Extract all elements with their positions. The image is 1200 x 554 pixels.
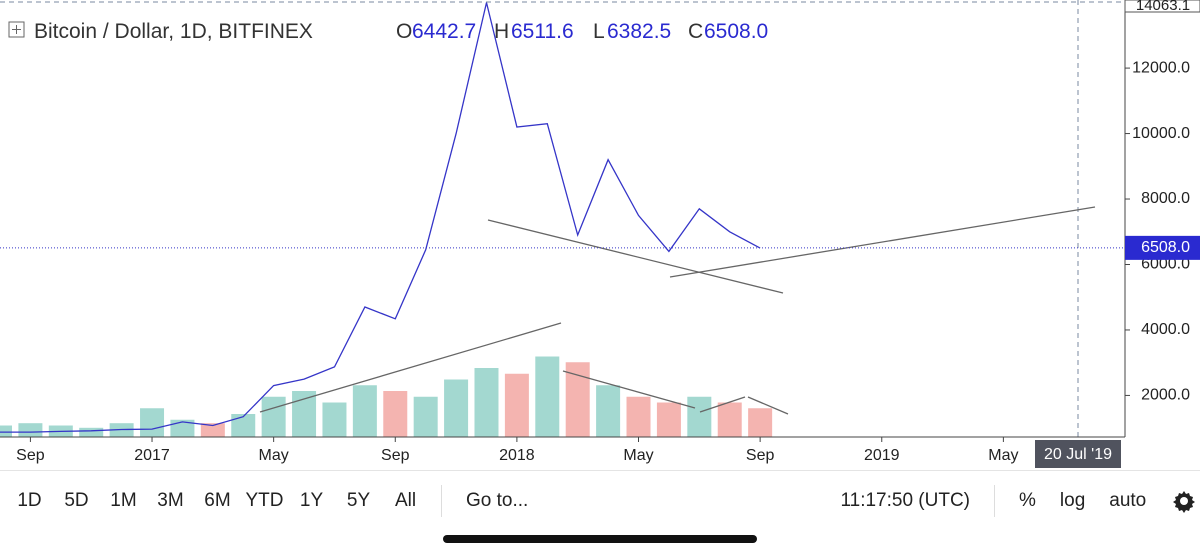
volume-bar: [656, 402, 681, 437]
x-tick-label: May: [623, 447, 653, 464]
x-tick-label: Sep: [16, 447, 45, 464]
home-indicator: [443, 535, 757, 543]
volume-bar: [717, 402, 742, 437]
scale-option[interactable]: auto: [1109, 489, 1147, 511]
goto-button[interactable]: Go to...: [466, 489, 529, 511]
crosshair-date-label: 20 Jul '19: [1044, 446, 1112, 463]
legend-header: Bitcoin / Dollar, 1D, BITFINEX O 6442.7 …: [8, 20, 768, 43]
separator: [441, 484, 442, 517]
trend-line: [699, 396, 746, 413]
trend-line: [747, 396, 789, 415]
last-price-label: 6508.0: [1141, 239, 1190, 256]
volume-bar: [231, 414, 256, 437]
ohlc-value: 6511.6: [511, 20, 574, 43]
ohlc-value: 6442.7: [412, 20, 476, 43]
top-price-label: 14063.1: [1136, 0, 1190, 14]
scale-options: % log auto: [1007, 490, 1158, 512]
scale-option[interactable]: log: [1059, 489, 1086, 511]
range-button[interactable]: 6M: [204, 489, 231, 511]
trend-lines: [259, 206, 1096, 415]
range-button[interactable]: YTD: [245, 489, 284, 511]
range-button[interactable]: 5D: [64, 489, 89, 511]
volume-bar: [504, 373, 529, 437]
settings-icon[interactable]: [1172, 489, 1196, 513]
scale-option[interactable]: %: [1019, 489, 1036, 511]
y-tick-label: 6000.0: [1141, 256, 1190, 273]
ohlc-letter: L: [593, 20, 605, 43]
trend-line: [562, 370, 696, 409]
x-tick-label: 2018: [499, 447, 535, 464]
volume-bar: [474, 368, 499, 437]
x-tick-label: Sep: [381, 447, 410, 464]
volume-bar: [261, 396, 286, 437]
range-buttons: 1D 5D 1M 3M 6M YTD 1Y 5Y All: [6, 490, 429, 512]
range-button[interactable]: 1M: [110, 489, 137, 511]
y-tick-label: 2000.0: [1141, 387, 1190, 404]
volume-bar: [322, 402, 347, 437]
ohlc-value: 6382.5: [607, 20, 671, 43]
ohlc-letter: O: [396, 20, 412, 43]
volume-bar: [170, 419, 195, 437]
volume-bar: [292, 391, 317, 437]
last-price-box: [1125, 235, 1200, 260]
x-tick-label: 2017: [134, 447, 170, 464]
volume-bar: [535, 356, 560, 437]
volume-bar: [18, 423, 43, 437]
y-tick-label: 10000.0: [1132, 125, 1190, 142]
y-tick-label: 4000.0: [1141, 321, 1190, 338]
trend-line: [487, 219, 784, 294]
x-tick-label: 2019: [864, 447, 900, 464]
volume-bar: [200, 423, 225, 437]
trend-line: [669, 206, 1096, 278]
volume-bar: [413, 396, 438, 437]
volume-bar: [687, 396, 712, 437]
x-tick-label: May: [988, 447, 1018, 464]
y-tick-label: 12000.0: [1132, 59, 1190, 76]
range-button[interactable]: All: [394, 489, 417, 511]
chart-title: Bitcoin / Dollar, 1D, BITFINEX: [34, 20, 313, 43]
volume-bar: [444, 379, 469, 437]
separator: [994, 484, 995, 517]
y-tick-label: 8000.0: [1141, 190, 1190, 207]
range-button[interactable]: 1D: [17, 489, 42, 511]
x-tick-label: May: [259, 447, 289, 464]
range-button[interactable]: 1Y: [299, 489, 324, 511]
crosshair-date-box: [1035, 440, 1121, 468]
x-tick-label: Sep: [746, 447, 775, 464]
trend-line: [259, 322, 562, 413]
toolbar: 1D 5D 1M 3M 6M YTD 1Y 5Y All Go to... 11:17:50 (…: [0, 470, 1200, 530]
volume-bar: [748, 408, 773, 437]
volume-bar: [626, 396, 651, 437]
volume-bar: [79, 427, 104, 437]
ohlc-letter: H: [494, 20, 509, 43]
range-button[interactable]: 3M: [157, 489, 184, 511]
chart: 14063.1 20 Jul '19 Bitcoin / Dollar, 1D,…: [0, 0, 1200, 468]
volume-bar: [140, 408, 165, 437]
volume-bar: [565, 362, 590, 437]
volume-bar: [0, 425, 12, 437]
clock: 11:17:50 (UTC): [840, 489, 970, 511]
volume-bar: [352, 385, 377, 437]
ohlc-letter: C: [688, 20, 703, 43]
collapse-icon: [8, 21, 25, 38]
volume-bar: [596, 385, 621, 437]
volume-bar: [383, 391, 408, 437]
range-button[interactable]: 5Y: [346, 489, 371, 511]
top-price-box: [1124, 0, 1200, 13]
ohlc-value: 6508.0: [704, 20, 768, 43]
price-line: [0, 2, 761, 433]
